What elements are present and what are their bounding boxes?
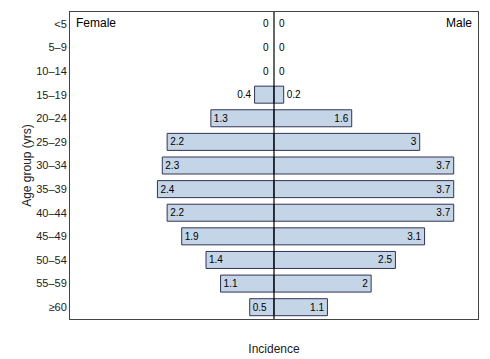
svg-text:3.1: 3.1 <box>407 231 421 242</box>
svg-text:10–14: 10–14 <box>36 65 67 77</box>
svg-text:40–44: 40–44 <box>36 207 67 219</box>
svg-text:1.3: 1.3 <box>214 113 228 124</box>
svg-text:2.5: 2.5 <box>378 254 392 265</box>
svg-text:0.5: 0.5 <box>253 302 267 313</box>
svg-text:Male: Male <box>446 16 472 30</box>
svg-text:30–34: 30–34 <box>36 159 67 171</box>
svg-text:0: 0 <box>279 18 285 29</box>
svg-text:20–24: 20–24 <box>36 112 67 124</box>
svg-text:<5: <5 <box>54 18 67 30</box>
svg-text:50–54: 50–54 <box>36 254 67 266</box>
svg-text:1.1: 1.1 <box>224 278 238 289</box>
svg-text:2.4: 2.4 <box>160 184 174 195</box>
svg-text:≥60: ≥60 <box>49 301 67 313</box>
svg-text:45–49: 45–49 <box>36 230 67 242</box>
svg-text:5–9: 5–9 <box>48 41 66 53</box>
svg-text:3: 3 <box>411 136 417 147</box>
svg-text:2.2: 2.2 <box>170 207 184 218</box>
svg-text:15–19: 15–19 <box>36 89 67 101</box>
svg-text:Incidence: Incidence <box>248 342 300 356</box>
svg-text:1.6: 1.6 <box>334 113 348 124</box>
svg-text:0: 0 <box>263 18 269 29</box>
svg-text:0: 0 <box>263 42 269 53</box>
svg-text:2.3: 2.3 <box>165 160 179 171</box>
svg-text:Age group (yrs): Age group (yrs) <box>20 124 34 207</box>
svg-text:0: 0 <box>279 66 285 77</box>
svg-text:55–59: 55–59 <box>36 277 67 289</box>
svg-text:3.7: 3.7 <box>436 184 450 195</box>
svg-text:2: 2 <box>362 278 368 289</box>
svg-text:0.4: 0.4 <box>237 89 251 100</box>
svg-text:2.2: 2.2 <box>170 136 184 147</box>
svg-text:3.7: 3.7 <box>436 207 450 218</box>
svg-text:35–39: 35–39 <box>36 183 67 195</box>
svg-text:3.7: 3.7 <box>436 160 450 171</box>
svg-text:1.1: 1.1 <box>310 302 324 313</box>
svg-text:25–29: 25–29 <box>36 136 67 148</box>
svg-text:0.2: 0.2 <box>287 89 301 100</box>
svg-text:0: 0 <box>263 66 269 77</box>
svg-text:Female: Female <box>76 16 116 30</box>
svg-text:1.9: 1.9 <box>185 231 199 242</box>
svg-text:0: 0 <box>279 42 285 53</box>
svg-text:1.4: 1.4 <box>209 254 223 265</box>
